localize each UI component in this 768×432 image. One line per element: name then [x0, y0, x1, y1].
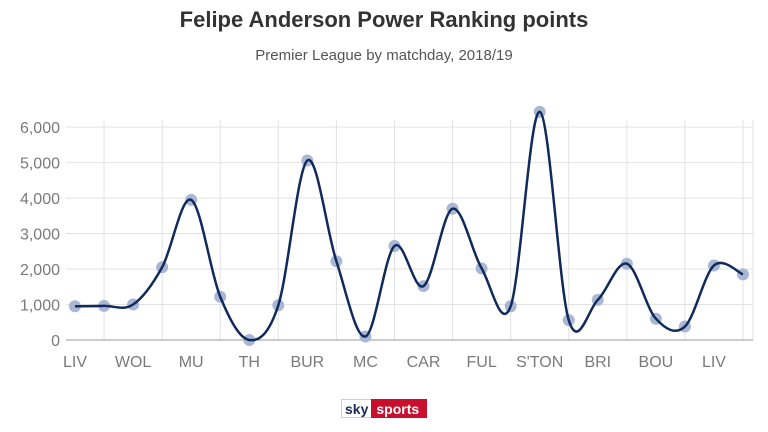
x-tick-label: LIV [702, 354, 726, 371]
logo-sports-text: sports [371, 399, 427, 418]
chart-title: Felipe Anderson Power Ranking points [179, 7, 589, 32]
y-tick-label: 1,000 [20, 298, 60, 315]
x-tick-label: LIV [63, 354, 87, 371]
x-tick-label: BOU [639, 354, 674, 371]
series-line [74, 110, 744, 342]
x-tick-label: BRI [584, 354, 611, 371]
x-tick-label: MC [353, 354, 378, 371]
y-tick-label: 5,000 [20, 156, 60, 173]
x-tick-label: S'TON [516, 354, 563, 371]
logo-sky-text: sky [341, 399, 372, 418]
x-tick-label: FUL [466, 354, 496, 371]
x-tick-label: CAR [407, 354, 441, 371]
x-tick-label: MU [179, 354, 204, 371]
x-tick-label: WOL [115, 354, 152, 371]
x-tick-label: BUR [290, 354, 324, 371]
y-tick-label: 3,000 [20, 227, 60, 244]
y-tick-label: 6,000 [20, 120, 60, 137]
chart-subtitle: Premier League by matchday, 2018/19 [255, 47, 513, 64]
x-tick-label: TH [239, 354, 260, 371]
y-tick-label: 0 [51, 333, 60, 350]
y-tick-label: 4,000 [20, 191, 60, 208]
y-tick-label: 2,000 [20, 262, 60, 279]
sky-sports-logo: sky sports [341, 399, 427, 418]
